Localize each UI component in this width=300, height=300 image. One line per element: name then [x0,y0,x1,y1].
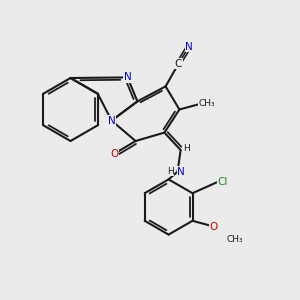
Text: CH₃: CH₃ [199,99,215,108]
Text: O: O [209,221,218,232]
Text: O: O [110,148,119,159]
Text: C: C [175,58,182,69]
Text: N: N [124,72,131,82]
Text: N: N [108,116,116,126]
Text: H: H [183,144,190,153]
Text: Cl: Cl [218,177,228,188]
Text: CH₃: CH₃ [226,236,243,244]
Text: N: N [177,167,185,177]
Text: H: H [167,167,173,176]
Text: N: N [185,41,193,52]
